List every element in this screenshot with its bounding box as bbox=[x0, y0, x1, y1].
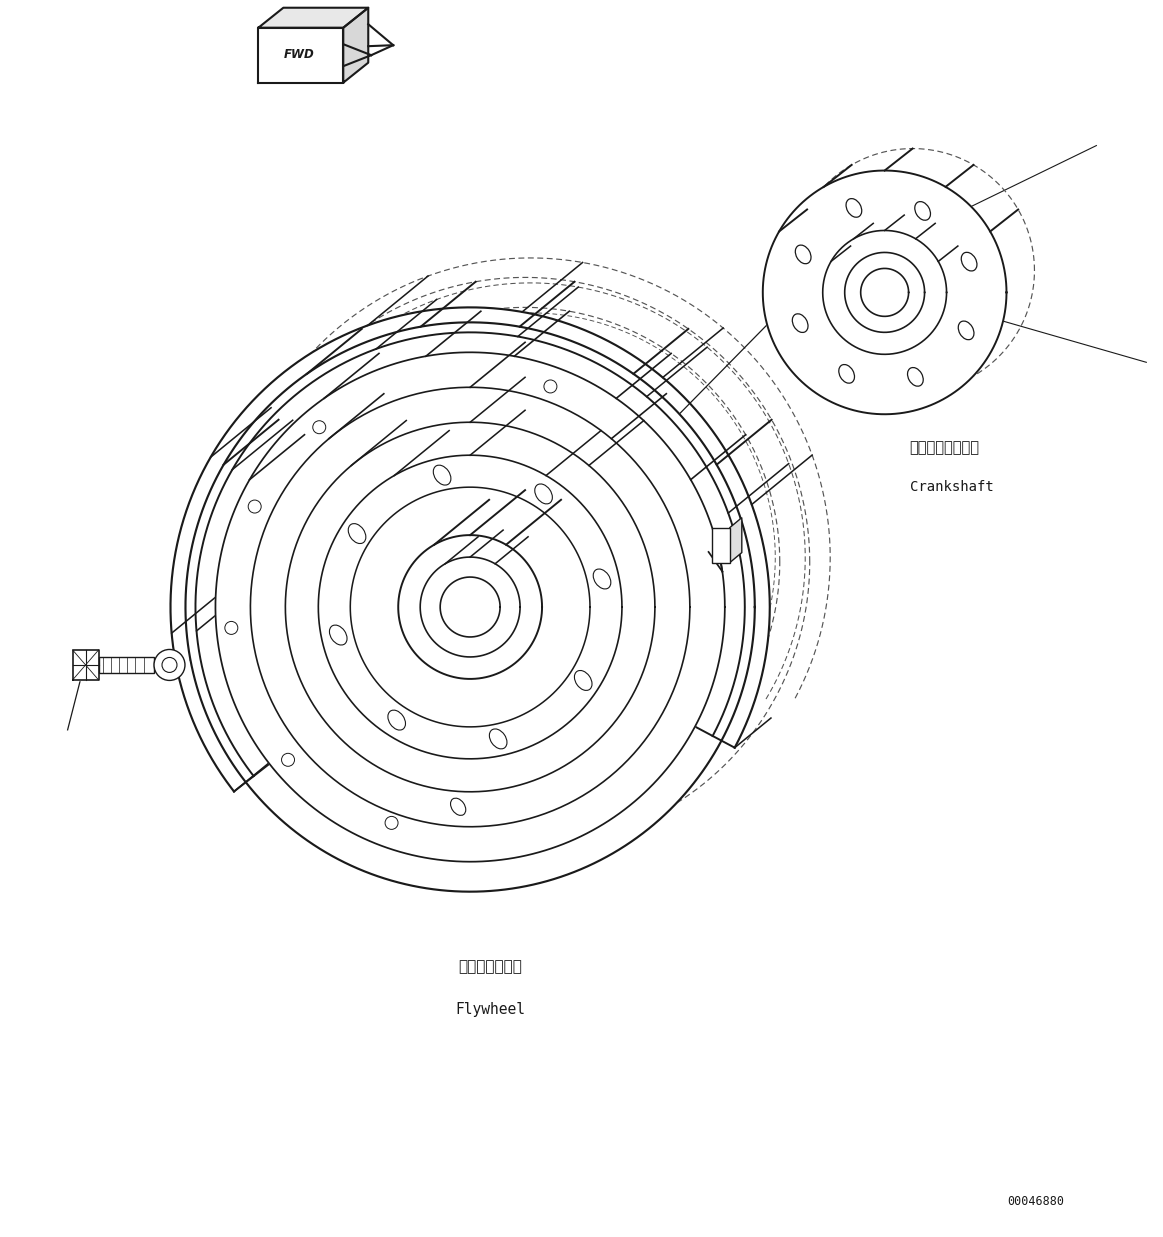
Text: FWD: FWD bbox=[284, 47, 314, 61]
Polygon shape bbox=[343, 7, 369, 83]
Text: 00046880: 00046880 bbox=[1007, 1195, 1064, 1209]
Polygon shape bbox=[398, 536, 542, 679]
Polygon shape bbox=[319, 455, 622, 758]
Ellipse shape bbox=[792, 314, 808, 333]
Text: Crankshaft: Crankshaft bbox=[909, 480, 993, 494]
Polygon shape bbox=[420, 557, 520, 657]
Polygon shape bbox=[72, 649, 99, 680]
Polygon shape bbox=[258, 27, 343, 83]
Polygon shape bbox=[215, 353, 725, 862]
Polygon shape bbox=[250, 387, 690, 826]
Polygon shape bbox=[712, 528, 730, 563]
Ellipse shape bbox=[593, 569, 611, 589]
Ellipse shape bbox=[434, 465, 451, 485]
Circle shape bbox=[281, 753, 294, 766]
Ellipse shape bbox=[575, 670, 592, 690]
Polygon shape bbox=[398, 536, 542, 679]
Polygon shape bbox=[285, 422, 655, 792]
Polygon shape bbox=[185, 323, 755, 892]
Ellipse shape bbox=[795, 245, 811, 263]
Polygon shape bbox=[844, 252, 925, 333]
Circle shape bbox=[313, 421, 326, 434]
Ellipse shape bbox=[348, 523, 366, 543]
Circle shape bbox=[544, 380, 557, 393]
Ellipse shape bbox=[915, 202, 930, 220]
Text: フライホイール: フライホイール bbox=[458, 959, 522, 974]
Polygon shape bbox=[861, 268, 908, 317]
Circle shape bbox=[154, 649, 185, 680]
Polygon shape bbox=[763, 171, 1006, 414]
Polygon shape bbox=[258, 7, 369, 27]
Text: クランクシャフト: クランクシャフト bbox=[909, 439, 979, 455]
Polygon shape bbox=[822, 230, 947, 354]
Ellipse shape bbox=[450, 798, 465, 815]
Ellipse shape bbox=[490, 729, 507, 748]
Ellipse shape bbox=[388, 710, 406, 730]
Polygon shape bbox=[250, 387, 690, 826]
Polygon shape bbox=[319, 455, 622, 758]
Ellipse shape bbox=[958, 322, 973, 340]
Ellipse shape bbox=[535, 484, 552, 503]
Ellipse shape bbox=[839, 365, 855, 383]
Polygon shape bbox=[99, 657, 154, 673]
Ellipse shape bbox=[962, 252, 977, 271]
Circle shape bbox=[248, 500, 262, 513]
Circle shape bbox=[162, 657, 177, 673]
Polygon shape bbox=[350, 487, 590, 727]
Polygon shape bbox=[730, 517, 742, 563]
Text: Flywheel: Flywheel bbox=[455, 1002, 526, 1017]
Circle shape bbox=[385, 816, 398, 829]
Polygon shape bbox=[440, 576, 500, 637]
Circle shape bbox=[224, 621, 237, 635]
Ellipse shape bbox=[907, 367, 923, 386]
Ellipse shape bbox=[846, 199, 862, 218]
Ellipse shape bbox=[329, 625, 347, 644]
Polygon shape bbox=[185, 323, 755, 892]
Polygon shape bbox=[171, 307, 770, 792]
